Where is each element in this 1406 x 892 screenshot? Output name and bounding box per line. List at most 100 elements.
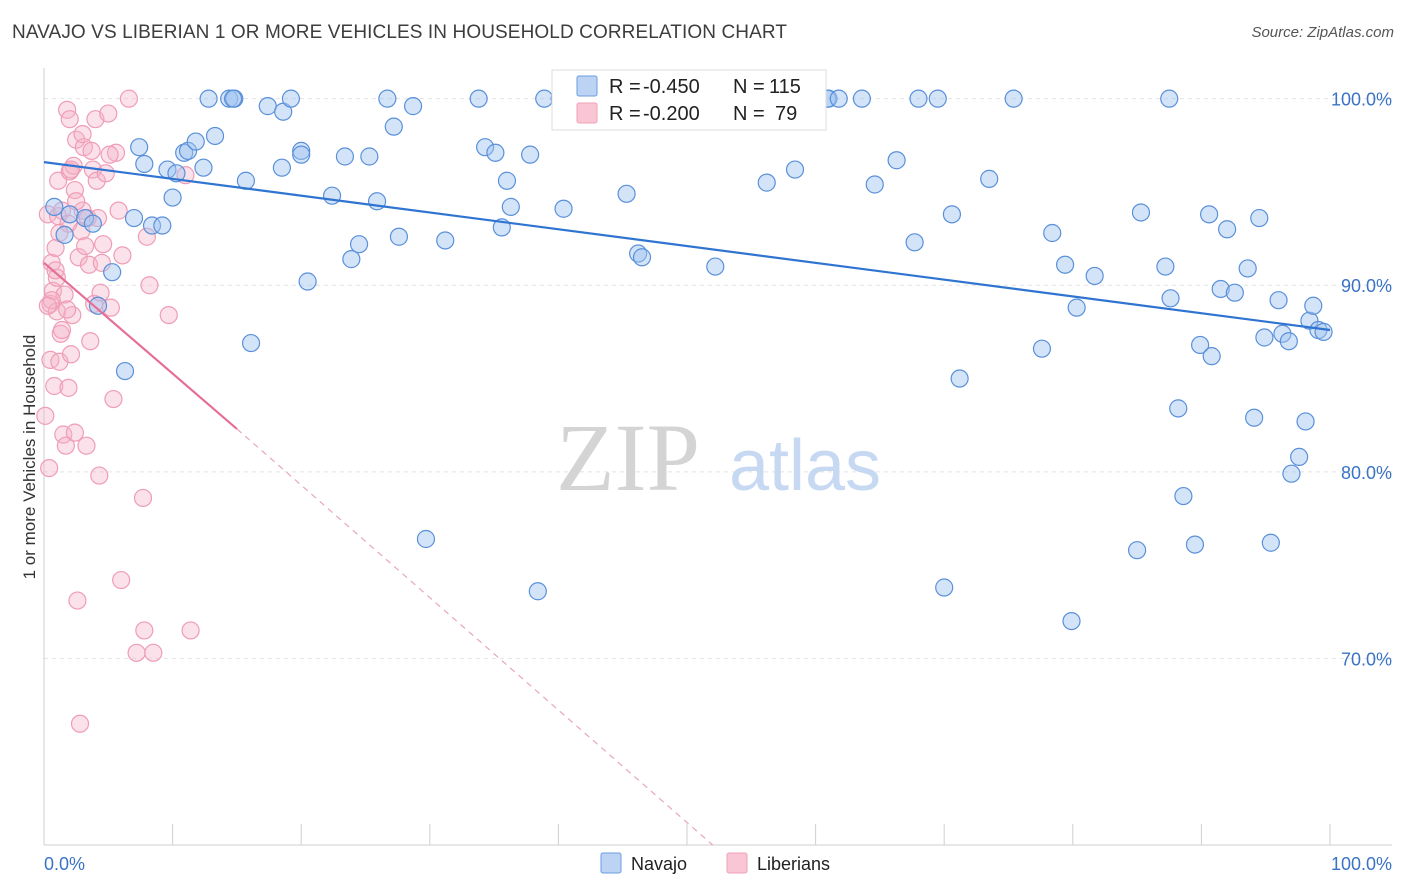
navajo-point bbox=[554, 199, 573, 218]
navajo-point bbox=[950, 369, 969, 388]
navajo-point bbox=[865, 175, 884, 194]
navajo-point bbox=[1185, 535, 1205, 554]
navajo-point bbox=[220, 89, 239, 108]
navajo-point bbox=[521, 145, 540, 164]
liberian-point bbox=[113, 246, 132, 265]
liberian-point bbox=[70, 714, 90, 733]
navajo-point bbox=[1269, 291, 1288, 310]
liberian-point bbox=[106, 143, 126, 162]
navajo-point bbox=[186, 132, 205, 151]
watermark-atlas: atlas bbox=[729, 426, 881, 506]
liberian-point bbox=[88, 208, 108, 228]
navajo-point bbox=[1067, 298, 1086, 317]
navajo-point bbox=[469, 89, 488, 108]
legend: Navajo Liberians bbox=[600, 852, 830, 874]
navajo-point bbox=[1202, 347, 1221, 366]
navajo-point bbox=[349, 235, 369, 254]
navajo-point bbox=[60, 205, 79, 224]
liberian-point bbox=[90, 466, 109, 485]
navajo-point bbox=[103, 263, 122, 282]
navajo-point bbox=[1245, 408, 1264, 427]
stats-legend: R = -0.450 N = 115 R = -0.200 N = 79 bbox=[551, 69, 827, 131]
navajo-point bbox=[1290, 447, 1309, 467]
navajo-point bbox=[88, 296, 108, 315]
navajo-point bbox=[153, 216, 172, 235]
navajo-point bbox=[384, 117, 403, 136]
navajo-point bbox=[1085, 266, 1104, 286]
navajo-point bbox=[1032, 339, 1052, 358]
liberian-point bbox=[65, 423, 84, 442]
navajo-point bbox=[1055, 255, 1075, 274]
liberian-point bbox=[133, 488, 153, 508]
navajo-point bbox=[130, 138, 149, 157]
liberian-point bbox=[109, 201, 128, 220]
navajo-point bbox=[389, 227, 409, 246]
navajo-point bbox=[167, 164, 186, 183]
navajo-point bbox=[980, 169, 999, 188]
watermark-zip: ZIP bbox=[556, 404, 700, 511]
stats-swatch-liberians bbox=[576, 102, 598, 124]
y-tick-label-100: 100.0% bbox=[1331, 90, 1392, 110]
navajo-point bbox=[1218, 220, 1237, 239]
liberian-point bbox=[127, 643, 146, 662]
navajo-point bbox=[1062, 611, 1081, 631]
navajo-point bbox=[1160, 89, 1179, 108]
liberian-point bbox=[47, 268, 66, 287]
stats-r-value-navajo: -0.450 bbox=[643, 76, 700, 98]
navajo-point bbox=[416, 529, 436, 549]
navajo-point bbox=[942, 205, 962, 224]
navajo-point bbox=[1191, 335, 1210, 355]
legend-swatch-navajo bbox=[600, 852, 622, 874]
liberian-point bbox=[76, 236, 95, 256]
stats-swatch-navajo bbox=[576, 75, 598, 97]
trend-lines bbox=[43, 161, 1331, 846]
y-tick-label-80: 80.0% bbox=[1341, 463, 1392, 483]
navajo-point bbox=[632, 248, 652, 267]
navajo-point bbox=[298, 272, 317, 291]
navajo-point bbox=[335, 147, 355, 166]
navajo-point bbox=[83, 214, 102, 233]
navajo-point bbox=[501, 197, 520, 216]
liberian-point bbox=[56, 436, 75, 455]
navajo-point bbox=[1169, 399, 1188, 418]
liberian-trend-line bbox=[43, 262, 238, 430]
liberian-point bbox=[60, 110, 79, 129]
navajo-point bbox=[928, 89, 947, 108]
liberian-point bbox=[38, 296, 57, 315]
navajo-point bbox=[205, 126, 225, 146]
liberian-point bbox=[52, 320, 72, 340]
navajo-point bbox=[829, 89, 848, 108]
legend-swatch-liberians bbox=[726, 852, 748, 874]
liberian-point bbox=[135, 621, 154, 640]
liberian-point bbox=[119, 89, 138, 108]
gridlines: 70.0% 80.0% 90.0% 100.0% bbox=[44, 90, 1392, 669]
navajo-point bbox=[1250, 208, 1269, 228]
liberian-point bbox=[159, 305, 178, 325]
liberian-point bbox=[73, 125, 92, 144]
navajo-point bbox=[272, 158, 292, 177]
stats-n-value-liberians: 79 bbox=[775, 103, 797, 125]
navajo-point bbox=[1131, 203, 1151, 222]
stats-r-label-liberians: R = bbox=[609, 103, 641, 125]
navajo-point bbox=[124, 208, 144, 228]
chart-title: NAVAJO VS LIBERIAN 1 OR MORE VEHICLES IN… bbox=[12, 22, 788, 43]
navajo-point bbox=[1004, 89, 1023, 108]
stats-r-label-navajo: R = bbox=[609, 76, 641, 98]
liberian-point bbox=[96, 164, 115, 183]
navajo-point bbox=[163, 188, 182, 207]
liberian-point bbox=[46, 238, 65, 258]
navajo-point bbox=[115, 361, 135, 381]
navajo-point bbox=[199, 89, 218, 108]
legend-label-navajo: Navajo bbox=[631, 854, 687, 874]
liberian-point bbox=[59, 378, 78, 397]
liberian-point bbox=[144, 643, 163, 662]
navajo-point bbox=[1314, 322, 1333, 341]
navajo-point bbox=[1161, 289, 1180, 308]
liberian-point bbox=[92, 253, 111, 272]
liberian-point bbox=[40, 458, 59, 478]
navajo-point bbox=[617, 184, 636, 203]
liberian-point bbox=[41, 350, 60, 369]
navajo-point bbox=[1174, 486, 1193, 506]
y-tick-label-70: 70.0% bbox=[1341, 649, 1392, 669]
navajo-point bbox=[360, 147, 379, 166]
